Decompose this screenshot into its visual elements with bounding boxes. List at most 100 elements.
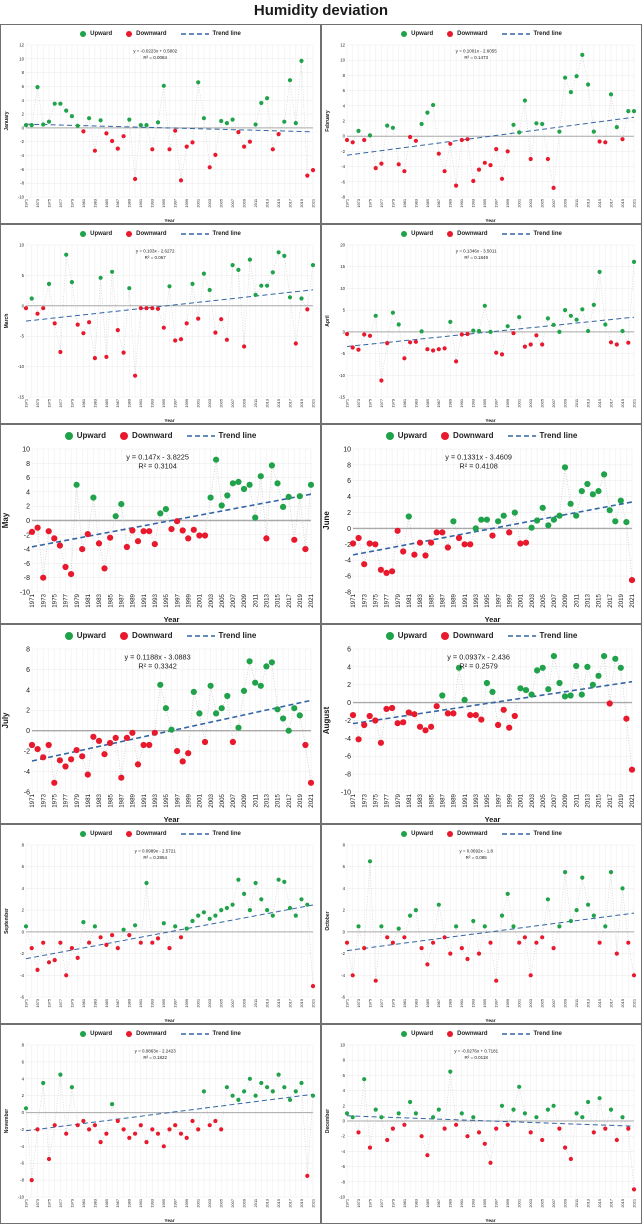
data-point [461,696,468,703]
x-tick-label: 2011 [573,793,580,807]
data-point [276,250,281,255]
legend-upward: Upward [80,1030,112,1037]
data-point [240,687,248,694]
data-point [390,310,395,315]
data-point [511,509,518,516]
data-point [157,510,164,517]
data-point [58,349,63,355]
x-tick-label: 1983 [92,399,97,408]
downward-dot-icon [126,30,133,37]
x-tick-label: 2001 [196,399,201,408]
x-tick-label: 1985 [428,793,435,807]
data-point [259,1080,264,1086]
data-point [606,507,613,514]
legend-trend-label: Trend line [218,431,257,440]
data-point [224,121,229,126]
data-point [293,341,298,346]
data-point [573,512,580,519]
data-point [75,1123,80,1128]
trend-dash-icon [180,1032,209,1035]
data-point [127,286,132,291]
x-tick-label: 1977 [379,199,384,208]
y-tick-label: 8 [22,70,25,75]
data-point [138,123,143,128]
data-point [104,131,109,136]
data-point [81,920,86,925]
x-tick-label: 2001 [517,999,522,1008]
x-tick-label: 2003 [529,593,536,607]
data-point [413,908,418,913]
x-tick-label: 1995 [482,999,487,1008]
data-point [201,738,209,746]
year-axis-label: Year [485,615,501,624]
data-point [69,946,74,951]
data-point [416,723,424,730]
x-tick-label: 2011 [573,593,580,607]
x-tick-label: 1997 [495,793,502,807]
trend-line [25,1093,314,1132]
x-tick-label: 1973 [35,999,40,1008]
data-point [540,342,545,347]
data-point [207,494,214,501]
legend-downward: Downward [447,30,488,37]
x-tick-label: 1975 [372,593,379,607]
upward-dot-icon [64,431,73,440]
data-point [631,259,637,264]
data-point [454,924,459,929]
data-point [224,492,231,499]
x-tick-label: 1981 [402,1199,407,1208]
x-tick-label: 1993 [152,793,159,807]
data-point [46,960,52,965]
plot-svg: -10 -8 -6 -4 -2 0 2 4 6 8 10 1971 1973 1975 1977 1979 19… [1,446,315,623]
x-tick-label: 2015 [597,1199,602,1208]
x-tick-label: 2015 [596,793,603,807]
x-tick-label: 2001 [518,593,525,607]
data-point [201,910,206,915]
data-point [75,123,80,128]
x-tick-label: 1981 [85,593,92,607]
data-point [252,679,259,686]
chart-panel-august: Upward Downward Trend line -10 -8 -6 -4 -2 0 2 4 6 1… [321,624,642,824]
data-point [161,83,166,88]
data-point [595,488,602,495]
x-tick-label: 2005 [219,999,224,1008]
x-tick-label: 1991 [459,199,464,208]
data-point [34,746,41,753]
r-squared-label: R² = 0.067 [145,255,167,260]
y-tick-label: 8 [22,1043,25,1048]
y-tick-label: -4 [20,153,24,158]
y-tick-label: -6 [341,995,345,1000]
data-point [174,748,181,755]
r-squared-label: R² = 0.085 [466,855,488,860]
legend-trend-label: Trend line [212,1030,241,1037]
data-point [589,681,596,688]
data-point [379,378,384,383]
chart-panel-july: Upward Downward Trend line -6 -4 -2 0 2 4 6 8 1971 1… [0,624,321,824]
data-point [396,926,401,931]
data-point [482,303,487,308]
equation-label: y = -0.0223x + 0.5802 [133,49,177,54]
x-tick-label: 2003 [207,999,212,1008]
data-point [402,1122,407,1127]
data-point [293,1089,298,1094]
data-point [280,715,287,722]
data-point [291,705,298,712]
data-point [110,933,115,938]
x-tick-label: 1977 [63,593,70,607]
data-point [155,306,161,311]
x-tick-label: 2019 [620,399,625,408]
data-point [448,951,453,956]
legend-upward: Upward [401,230,433,237]
x-tick-label: 2021 [631,199,636,208]
x-tick-label: 1973 [361,793,368,807]
data-point [185,750,192,757]
data-point [56,757,64,764]
data-point [556,512,563,519]
x-tick-label: 1979 [69,1199,74,1208]
data-point [133,923,138,928]
data-point [236,1097,241,1102]
y-tick-label: -4 [341,973,345,978]
x-tick-label: 1973 [40,593,47,607]
x-tick-label: 2001 [517,1199,522,1208]
data-point [190,918,195,924]
